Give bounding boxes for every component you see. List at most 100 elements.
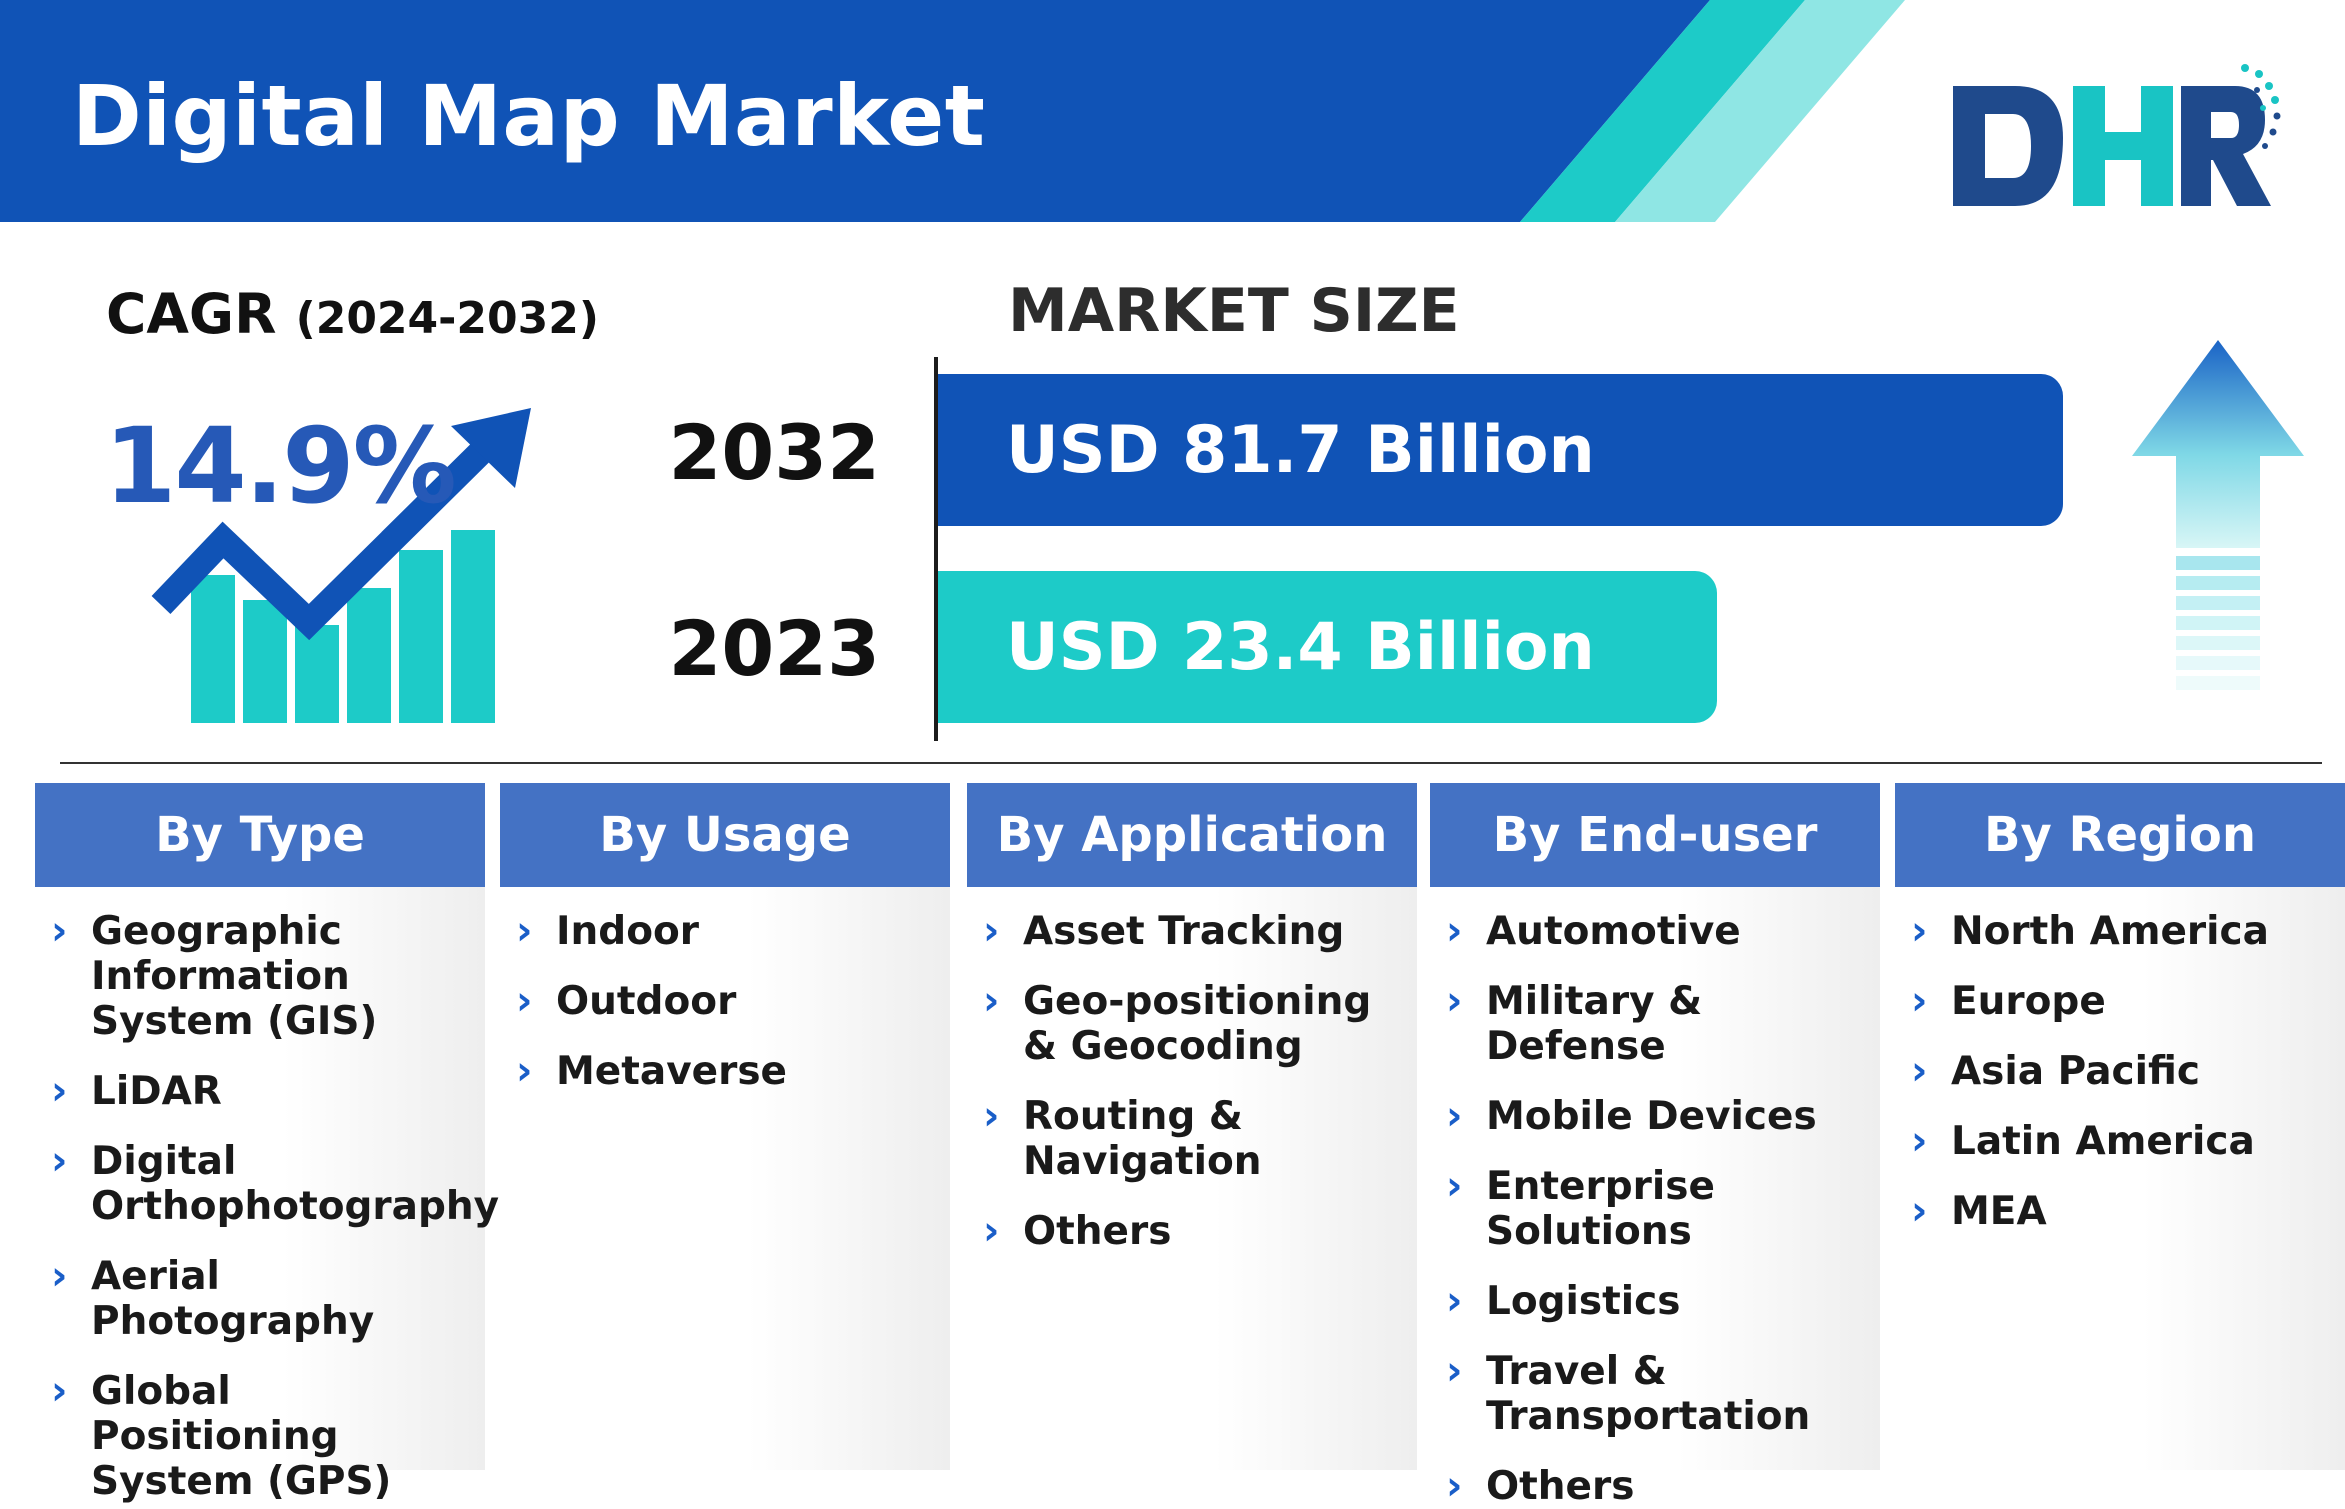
segment-item-label: Routing & Navigation <box>1023 1094 1262 1184</box>
cagr-value: 14.9% <box>104 405 457 527</box>
segment-item-label: Metaverse <box>556 1049 787 1094</box>
market-size-bar-2032: USD 81.7 Billion <box>938 374 2063 526</box>
chevron-right-icon: › <box>983 978 1000 1024</box>
chevron-right-icon: › <box>1911 1118 1928 1164</box>
chevron-right-icon: › <box>51 1253 68 1299</box>
segment-item: › Others <box>1446 1464 1880 1509</box>
market-size-bar-2023: USD 23.4 Billion <box>938 571 1717 723</box>
chevron-right-icon: › <box>1446 1278 1463 1324</box>
chevron-right-icon: › <box>51 1368 68 1414</box>
segment-item: › Latin America <box>1911 1118 2345 1165</box>
chevron-right-icon: › <box>51 908 68 954</box>
segment-item-label: Automotive <box>1486 909 1741 954</box>
segment-item: › Others <box>983 1208 1417 1255</box>
segment-item: › Routing & Navigation <box>983 1093 1417 1185</box>
segment-item: › MEA <box>1911 1188 2345 1235</box>
segment-item-label: Global Positioning System (GPS) <box>91 1369 392 1504</box>
market-size-value-2023: USD 23.4 Billion <box>1006 609 1595 685</box>
market-size-value-2032: USD 81.7 Billion <box>1006 412 1595 488</box>
segment-by-end-user: By End-user › Automotive › Military & Defen… <box>1430 783 1880 1509</box>
page-title: Digital Map Market <box>72 67 986 165</box>
segment-list: › Asset Tracking › Geo-positioning & Geocod… <box>967 887 1417 1255</box>
segment-item-label: Europe <box>1951 979 2106 1024</box>
chevron-right-icon: › <box>51 1138 68 1184</box>
chevron-right-icon: › <box>516 908 533 954</box>
segment-item: › Logistics <box>1446 1278 1880 1325</box>
market-size-label: MARKET SIZE <box>1008 276 1460 346</box>
segment-list: › Automotive › Military & Defense › Mobile De… <box>1430 887 1880 1509</box>
chevron-right-icon: › <box>1446 1463 1463 1509</box>
segment-item-label: Indoor <box>556 909 700 954</box>
segment-item: › Geo-positioning & Geocoding <box>983 978 1417 1070</box>
segment-item-label: Asset Tracking <box>1023 909 1345 954</box>
segment-item: › Global Positioning System (GPS) <box>51 1368 485 1505</box>
segment-title: By End-user <box>1430 783 1880 887</box>
segment-item-label: Mobile Devices <box>1486 1094 1817 1139</box>
chevron-right-icon: › <box>1911 978 1928 1024</box>
segment-item: › Indoor <box>516 908 950 955</box>
cagr-label: CAGR (2024-2032) <box>106 282 599 346</box>
segment-by-type: By Type › Geographic Information System (… <box>35 783 499 1504</box>
chevron-right-icon: › <box>1446 1348 1463 1394</box>
segment-by-usage: By Usage › Indoor › Outdoor › Metaverse <box>500 783 950 1470</box>
dhr-logo <box>1953 64 2281 206</box>
segment-list: › North America › Europe › Asia Pacific › Latin… <box>1895 887 2345 1235</box>
segment-item: › Military & Defense <box>1446 978 1880 1070</box>
segment-list: › Geographic Information System (GIS) › LiD… <box>35 887 499 1505</box>
segment-item: › Digital Orthophotography <box>51 1138 499 1230</box>
segment-item-label: Asia Pacific <box>1951 1049 2201 1094</box>
chevron-right-icon: › <box>1446 1163 1463 1209</box>
segment-item: › Aerial Photography <box>51 1253 485 1345</box>
segment-item-label: Military & Defense <box>1486 979 1703 1069</box>
segment-item-label: Latin America <box>1951 1119 2255 1164</box>
segment-title: By Application <box>967 783 1417 887</box>
segment-item-label: Aerial Photography <box>91 1254 375 1344</box>
growth-chart-icon <box>151 408 531 723</box>
segment-item: › Outdoor <box>516 978 950 1025</box>
segment-item-label: MEA <box>1951 1189 2047 1234</box>
cagr-period: (2024-2032) <box>295 293 599 344</box>
segment-item: › Metaverse <box>516 1048 950 1095</box>
chevron-right-icon: › <box>1446 908 1463 954</box>
chevron-right-icon: › <box>51 1068 68 1114</box>
chevron-right-icon: › <box>516 1048 533 1094</box>
chevron-right-icon: › <box>983 1093 1000 1139</box>
segment-item-label: North America <box>1951 909 2269 954</box>
segment-item-label: Others <box>1023 1209 1172 1254</box>
segment-list: › Indoor › Outdoor › Metaverse <box>500 887 950 1095</box>
header-background <box>0 0 1905 222</box>
header-banner: Digital Map Market <box>0 0 2345 222</box>
segment-item-label: Geo-positioning & Geocoding <box>1023 979 1372 1069</box>
segment-item-label: Geographic Information System (GIS) <box>91 909 378 1044</box>
segment-item-label: Travel & Transportation <box>1486 1349 1811 1439</box>
segment-title: By Region <box>1895 783 2345 887</box>
year-2023-label: 2023 <box>668 604 880 693</box>
chevron-right-icon: › <box>1911 1048 1928 1094</box>
segment-item: › Geographic Information System (GIS) <box>51 908 485 1045</box>
segment-title: By Type <box>35 783 485 887</box>
chevron-right-icon: › <box>983 1208 1000 1254</box>
chevron-right-icon: › <box>983 908 1000 954</box>
segment-item-label: LiDAR <box>91 1069 222 1114</box>
chevron-right-icon: › <box>1911 1188 1928 1234</box>
segment-item: › Asia Pacific <box>1911 1048 2345 1095</box>
segment-item: › Automotive <box>1446 908 1880 955</box>
chevron-right-icon: › <box>1446 1093 1463 1139</box>
segment-item-label: Outdoor <box>556 979 737 1024</box>
chevron-right-icon: › <box>516 978 533 1024</box>
segment-item-label: Logistics <box>1486 1279 1681 1324</box>
up-arrow-icon <box>2132 340 2304 690</box>
segment-item: › LiDAR <box>51 1068 485 1115</box>
segment-item-label: Others <box>1486 1464 1635 1509</box>
section-divider <box>60 762 2322 764</box>
bar-axis-line <box>934 357 938 741</box>
segment-by-region: By Region › North America › Europe › Asia Pac… <box>1895 783 2345 1470</box>
segment-item: › Mobile Devices <box>1446 1093 1880 1140</box>
chevron-right-icon: › <box>1446 978 1463 1024</box>
segment-title: By Usage <box>500 783 950 887</box>
year-2032-label: 2032 <box>668 408 880 497</box>
cagr-title: CAGR <box>106 282 277 346</box>
segment-item-label: Digital Orthophotography <box>91 1139 500 1229</box>
segment-item: › Travel & Transportation <box>1446 1348 1880 1440</box>
segment-by-application: By Application › Asset Tracking › Geo-posit… <box>967 783 1417 1470</box>
